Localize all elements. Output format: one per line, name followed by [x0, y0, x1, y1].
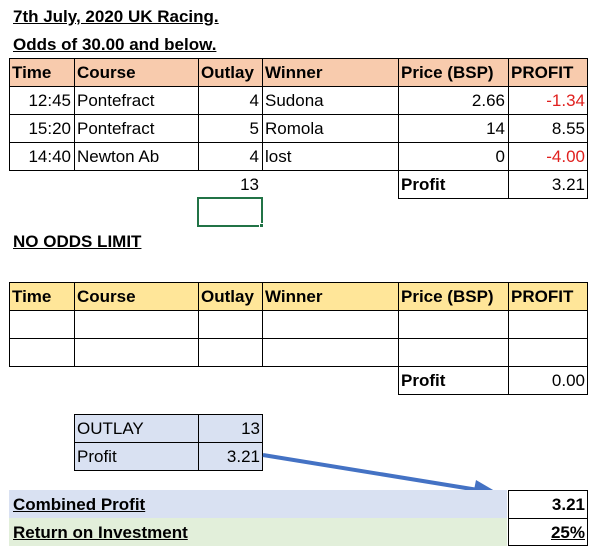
summary-profit-label: Profit: [77, 447, 117, 466]
profit-total-value[interactable]: 3.21: [551, 175, 585, 194]
cell-price[interactable]: 14: [486, 119, 505, 138]
col-divider: [508, 58, 509, 171]
cell-course[interactable]: Pontefract: [77, 91, 155, 110]
profit-total-label: Profit: [401, 175, 446, 194]
roi-band: [9, 518, 507, 546]
col-header-outlay: Outlay: [201, 287, 254, 306]
cell-outlay[interactable]: 4: [249, 91, 259, 110]
row-divider: [508, 518, 588, 519]
profit-total-box: [398, 170, 588, 199]
col-header-winner: Winner: [265, 287, 323, 306]
sheet-subtitle: Odds of 30.00 and below.: [13, 35, 217, 54]
cell-time[interactable]: 14:40: [28, 147, 71, 166]
col-divider: [74, 58, 75, 171]
profit-total-label: Profit: [401, 371, 446, 390]
row-divider: [9, 142, 588, 143]
col-header-price: Price (BSP): [401, 287, 494, 306]
profit-total-box: [398, 366, 588, 395]
cell-winner[interactable]: lost: [265, 147, 292, 166]
cell-winner[interactable]: Sudona: [265, 91, 324, 110]
cell-profit[interactable]: 8.55: [551, 119, 585, 138]
roi-value[interactable]: 25%: [550, 523, 585, 542]
summary-outlay-label: OUTLAY: [77, 419, 144, 438]
profit-total-value[interactable]: 0.00: [551, 371, 585, 390]
col-divider: [74, 282, 75, 367]
col-divider: [508, 170, 509, 199]
col-header-course: Course: [77, 63, 136, 82]
col-divider: [262, 58, 263, 171]
col-divider: [398, 282, 399, 367]
combined-profit-value[interactable]: 3.21: [551, 495, 585, 514]
cell-profit[interactable]: -4.00: [546, 147, 585, 166]
section2-title: NO ODDS LIMIT: [13, 232, 142, 251]
col-header-profit: PROFIT: [511, 63, 574, 82]
fill-handle[interactable]: [259, 223, 264, 228]
row-divider: [9, 114, 588, 115]
cell-profit[interactable]: -1.34: [546, 91, 585, 110]
cell-outlay[interactable]: 5: [249, 119, 259, 138]
selected-cell[interactable]: [197, 197, 263, 227]
col-divider: [398, 58, 399, 171]
cell-course[interactable]: Pontefract: [77, 119, 155, 138]
col-header-profit: PROFIT: [511, 287, 574, 306]
col-header-price: Price (BSP): [401, 63, 494, 82]
cell-winner[interactable]: Romola: [265, 119, 324, 138]
row-divider: [9, 338, 588, 339]
col-divider: [262, 282, 263, 367]
col-header-time: Time: [12, 287, 52, 306]
table1-body: [9, 86, 588, 171]
cell-price[interactable]: 0: [495, 147, 505, 166]
outlay-total[interactable]: 13: [240, 175, 259, 194]
col-divider: [198, 58, 199, 171]
col-divider: [508, 366, 509, 395]
cell-time[interactable]: 12:45: [28, 91, 71, 110]
col-header-winner: Winner: [265, 63, 323, 82]
row-divider: [74, 442, 263, 443]
col-header-course: Course: [77, 287, 136, 306]
col-header-time: Time: [12, 63, 52, 82]
cell-time[interactable]: 15:20: [28, 119, 71, 138]
col-divider: [508, 282, 509, 367]
col-divider: [198, 414, 199, 471]
cell-price[interactable]: 2.66: [471, 91, 505, 110]
col-header-outlay: Outlay: [201, 63, 254, 82]
summary-profit-value[interactable]: 3.21: [226, 447, 260, 466]
sheet-title: 7th July, 2020 UK Racing.: [13, 7, 219, 26]
combined-profit-label: Combined Profit: [13, 495, 146, 514]
col-divider: [198, 282, 199, 367]
cell-course[interactable]: Newton Ab: [77, 147, 160, 166]
summary-outlay-value[interactable]: 13: [241, 419, 260, 438]
cell-outlay[interactable]: 4: [249, 147, 259, 166]
roi-label: Return on Investment: [13, 523, 188, 542]
combined-profit-band: [9, 490, 507, 518]
table1-header-row: [9, 58, 588, 87]
